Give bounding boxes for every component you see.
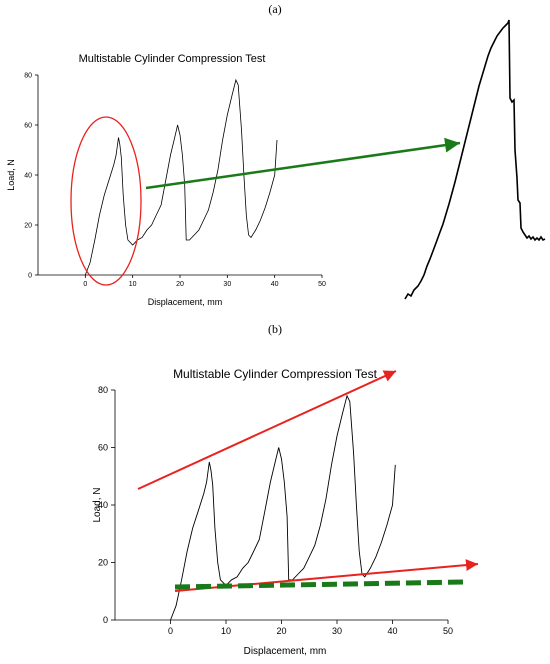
chart-b-xtick-label: 10 xyxy=(221,626,231,636)
panel-label-b: (b) xyxy=(268,322,282,336)
chart-a-title: Multistable Cylinder Compression Test xyxy=(79,53,266,65)
chart-b-load-curve xyxy=(170,394,396,621)
chart-a: Multistable Cylinder Compression Test Di… xyxy=(6,53,326,307)
chart-b-ytick-label: 20 xyxy=(98,558,108,568)
baseline-dashed-line xyxy=(174,579,464,590)
chart-b-xtick-label: 30 xyxy=(332,626,342,636)
chart-a-xtick-label: 30 xyxy=(223,281,231,288)
chart-b-ytick-label: 40 xyxy=(98,500,108,510)
chart-a-ytick-label: 40 xyxy=(24,172,32,179)
chart-a-ylabel: Load, N xyxy=(6,159,16,191)
chart-b: Multistable Cylinder Compression Test Di… xyxy=(92,367,453,657)
chart-b-ytick-label: 80 xyxy=(98,385,108,395)
chart-b-title: Multistable Cylinder Compression Test xyxy=(173,367,378,381)
chart-b-xtick-label: 20 xyxy=(276,626,286,636)
highlight-ellipse xyxy=(70,116,142,286)
chart-a-xtick-label: 0 xyxy=(83,281,87,288)
chart-a-xtick-label: 10 xyxy=(129,281,137,288)
callout-arrow xyxy=(145,137,461,190)
chart-a-ytick-label: 20 xyxy=(24,222,32,229)
chart-a-xlabel: Displacement, mm xyxy=(148,297,223,307)
chart-b-ytick-label: 0 xyxy=(103,615,108,625)
chart-b-xlabel: Displacement, mm xyxy=(244,646,327,657)
chart-a-ytick-label: 80 xyxy=(24,72,32,79)
chart-a-xtick-label: 40 xyxy=(271,281,279,288)
chart-b-xtick-label: 0 xyxy=(168,626,173,636)
chart-b-xtick-label: 50 xyxy=(443,626,453,636)
chart-a-ytick-label: 60 xyxy=(24,122,32,129)
upper-trend-arrow xyxy=(137,370,397,490)
chart-a-xtick-label: 50 xyxy=(318,281,326,288)
zoomed-peak-curve xyxy=(404,19,546,300)
chart-a-xtick-label: 20 xyxy=(176,281,184,288)
panel-label-a: (a) xyxy=(268,2,281,16)
chart-a-load-curve xyxy=(84,78,278,276)
chart-a-ytick-label: 0 xyxy=(28,272,32,279)
chart-b-ytick-label: 60 xyxy=(98,443,108,453)
chart-b-ylabel: Load, N xyxy=(92,487,103,522)
chart-b-xtick-label: 40 xyxy=(387,626,397,636)
